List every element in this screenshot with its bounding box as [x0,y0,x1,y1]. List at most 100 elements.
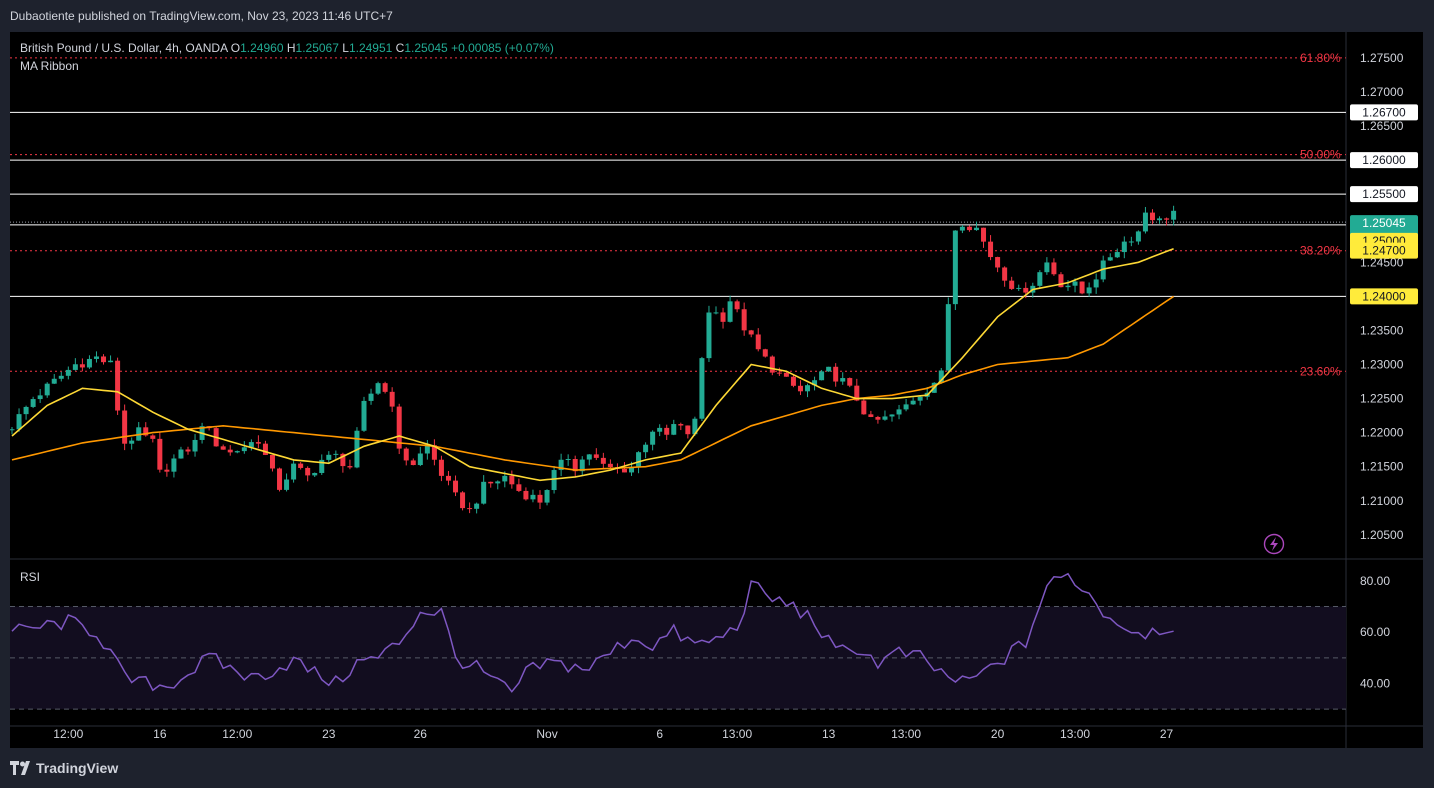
candle-body [1093,279,1099,288]
candle-body [727,301,733,322]
candle-body [108,360,114,363]
candle-body [488,481,494,484]
candle-body [755,334,761,350]
l-label: L [342,41,349,55]
candle-body [699,358,705,419]
candle-body [234,451,240,453]
candle-body [692,418,698,435]
price-tag-label: 1.25045 [1362,216,1406,230]
candle-body [1002,267,1008,281]
candle-body [966,226,972,231]
candle-body [241,447,247,452]
price-tag [1350,242,1418,259]
price-tag [1350,104,1418,121]
lightning-icon-bolt [1270,537,1278,551]
price-tick-label: 1.20500 [1360,528,1404,542]
low-value: 1.24951 [348,41,393,55]
candle-body [375,383,381,394]
candle-body [269,454,275,469]
candle-body [495,481,501,484]
candle-body [319,459,325,473]
candle-body [340,453,346,467]
candle-body [1128,241,1134,243]
candle-body [713,312,719,314]
price-tick-label: 1.27000 [1360,85,1404,99]
candle-body [579,459,585,472]
time-tick-label: 13:00 [891,727,921,741]
c-label: C [395,41,405,55]
candle-body [382,383,388,392]
candle-body [917,396,923,401]
candle-body [361,400,367,431]
candle-body [1051,262,1057,275]
candle-body [481,481,487,504]
candle-body [192,439,198,452]
candle-body [910,400,916,405]
candle-body [220,446,226,450]
fib-level-label: 61.80% [1300,51,1341,65]
candle-body [854,385,860,401]
time-tick-label: 12:00 [222,727,252,741]
candle-body [58,375,64,379]
tradingview-footer[interactable]: TradingView [10,760,118,776]
candle-body [889,414,895,417]
candle-body [706,312,712,359]
candle-body [868,414,874,417]
candle-body [10,429,15,431]
symbol-name[interactable]: British Pound / U.S. Dollar, 4h, OANDA [20,41,228,55]
candle-body [44,383,50,396]
candle-body [51,378,57,384]
candle-body [37,395,43,400]
candle-body [1135,231,1141,242]
candle-body [502,475,508,482]
candle-body [410,460,416,466]
candle-body [621,468,627,473]
candle-body [1009,280,1015,289]
price-tick-label: 1.27500 [1360,51,1404,65]
candle-body [748,330,754,335]
candle-body [333,453,339,455]
time-tick-label: 23 [322,727,336,741]
candle-body [812,380,818,386]
time-tick-label: 13 [822,727,836,741]
chart-canvas[interactable]: 1.27500 1.27000 1.26500 1.26000 1.25500 1.250… [10,32,1423,748]
candle-body [805,385,811,392]
time-tick-label: 20 [991,727,1005,741]
candle-body [417,453,423,466]
price-tick-label: 1.22500 [1360,392,1404,406]
candle-body [664,427,670,435]
candle-body [551,470,557,491]
price-tick-label: 1.21000 [1360,494,1404,508]
candle-body [847,378,853,386]
price-tick-label: 1.26500 [1360,119,1404,133]
candle-body [671,424,677,435]
high-value: 1.25067 [295,41,339,55]
candle-body [298,463,304,468]
price-tag [1350,186,1418,203]
price-tick-label: 1.21500 [1360,460,1404,474]
rsi-tick-label: 60.00 [1360,625,1390,639]
candle-body [981,227,987,242]
candle-body [460,492,466,509]
time-tick-label: 26 [414,727,428,741]
chart-frame[interactable]: 1.27500 1.27000 1.26500 1.26000 1.25500 1.250… [10,32,1423,748]
price-tag-label: 1.26000 [1362,153,1406,167]
candle-body [178,449,184,459]
candle-body [122,410,128,444]
candle-body [424,445,430,454]
symbol-legend: British Pound / U.S. Dollar, 4h, OANDA O… [20,41,554,55]
candle-body [86,358,92,368]
candle-body [833,366,839,382]
rsi-legend[interactable]: RSI [20,570,41,584]
candle-body [769,356,775,373]
candle-body [875,416,881,420]
candle-body [819,371,825,381]
fib-level-label: 23.60% [1300,364,1341,378]
candle-body [720,312,726,322]
candle-body [1023,287,1029,293]
ma-ribbon-legend[interactable]: MA Ribbon [20,59,79,73]
candle-body [1121,241,1127,253]
candle-body [1171,210,1177,220]
candle-body [312,472,318,476]
lightning-icon-ring [1263,533,1285,555]
